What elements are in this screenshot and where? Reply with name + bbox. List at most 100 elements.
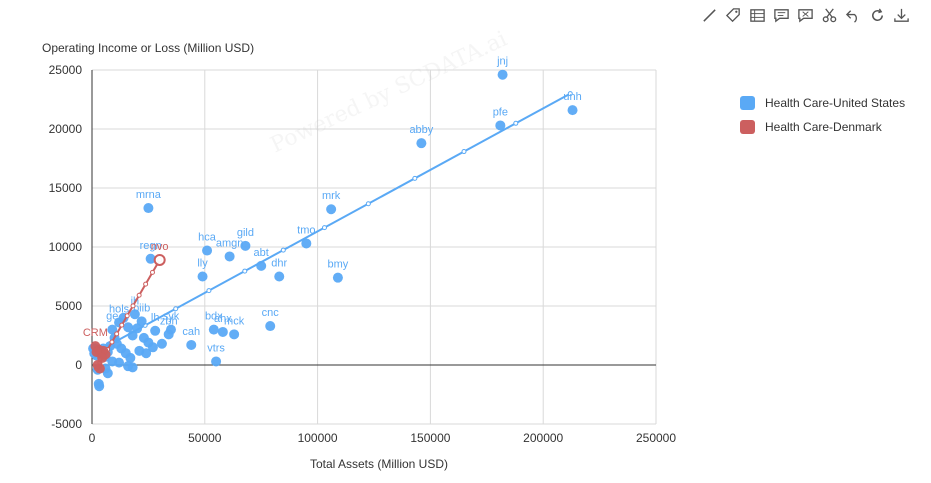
trend-line-0 <box>91 92 571 356</box>
data-point <box>94 381 105 392</box>
data-label: lh <box>151 312 160 324</box>
data-label: bdx <box>205 311 223 323</box>
undo-icon[interactable] <box>844 6 863 25</box>
data-point <box>141 348 152 359</box>
data-point <box>332 272 343 283</box>
trend-marker <box>149 269 155 275</box>
data-point <box>416 138 427 149</box>
x-tick-label: 100000 <box>298 431 338 445</box>
data-point <box>229 329 240 340</box>
data-point <box>97 352 108 363</box>
data-label: hols <box>109 304 130 316</box>
y-tick-label: 10000 <box>49 240 83 254</box>
y-tick-label: 5000 <box>55 299 82 313</box>
data-point <box>125 352 136 363</box>
legend-item-united-states[interactable]: Health Care-United States <box>740 91 905 115</box>
data-point <box>256 260 267 271</box>
x-tick-label: 50000 <box>188 431 222 445</box>
y-tick-label: -5000 <box>51 417 82 431</box>
trend-marker <box>567 91 573 97</box>
comment-icon[interactable] <box>772 6 791 25</box>
data-label: abby <box>409 124 433 136</box>
trend-marker <box>206 288 212 294</box>
data-label: unh <box>563 91 581 103</box>
scissors-icon[interactable] <box>820 6 839 25</box>
y-tick-label: 20000 <box>49 122 83 136</box>
data-label: abt <box>254 247 269 259</box>
data-label: mrna <box>136 189 162 201</box>
line-icon[interactable] <box>700 6 719 25</box>
data-label: jnj <box>496 56 508 68</box>
x-tick-label: 0 <box>89 431 96 445</box>
data-point <box>129 309 140 320</box>
legend-label-united-states: Health Care-United States <box>765 96 906 110</box>
tag-icon[interactable] <box>724 6 743 25</box>
data-point <box>127 330 138 341</box>
x-tick-label: 200000 <box>523 431 563 445</box>
chart-toolbar <box>700 6 911 25</box>
refresh-icon[interactable] <box>868 6 887 25</box>
trend-marker <box>461 149 467 155</box>
trend-marker <box>365 201 371 207</box>
data-point <box>197 271 208 282</box>
data-point <box>211 356 222 367</box>
y-axis-title: Operating Income or Loss (Million USD) <box>42 41 254 55</box>
data-label: regn <box>140 240 162 252</box>
data-point <box>123 322 134 333</box>
data-point <box>208 324 219 335</box>
data-point <box>326 204 337 215</box>
data-point <box>217 326 228 337</box>
data-label: pfe <box>493 106 508 118</box>
x-axis-title: Total Assets (Million USD) <box>310 457 448 471</box>
data-label: vtrs <box>207 342 225 354</box>
trend-marker <box>280 247 286 253</box>
x-tick-label: 250000 <box>636 431 676 445</box>
data-point <box>186 339 197 350</box>
data-point <box>132 323 143 334</box>
data-label: tmo <box>297 224 315 236</box>
data-point <box>143 203 154 214</box>
data-label: mck <box>224 315 245 327</box>
data-label: amgn <box>216 237 244 249</box>
legend-item-denmark[interactable]: Health Care-Denmark <box>740 115 905 139</box>
data-point <box>94 363 105 374</box>
trend-marker <box>242 268 248 274</box>
download-icon[interactable] <box>892 6 911 25</box>
x-tick-label: 150000 <box>410 431 450 445</box>
data-label: nvo <box>151 241 169 253</box>
y-tick-label: 0 <box>75 358 82 372</box>
data-label: ahx <box>214 313 232 325</box>
data-point <box>107 324 118 335</box>
data-point <box>224 251 235 262</box>
data-label: hca <box>198 232 217 244</box>
data-label: cah <box>182 326 200 338</box>
data-point <box>136 316 147 327</box>
trend-marker <box>119 322 125 328</box>
trend-marker <box>143 281 149 287</box>
trend-marker <box>136 292 142 298</box>
data-label: bmy <box>328 259 349 271</box>
legend: Health Care-United States Health Care-De… <box>740 91 905 139</box>
data-label: gild <box>237 227 254 239</box>
trend-marker <box>109 339 115 345</box>
trend-marker <box>124 313 130 319</box>
data-point <box>150 325 161 336</box>
data-point <box>156 338 167 349</box>
data-point <box>102 368 113 379</box>
trend-marker <box>412 175 418 181</box>
data-point <box>163 329 174 340</box>
data-label: dhr <box>271 258 287 270</box>
data-label: syk <box>163 311 180 323</box>
data-point <box>567 105 578 116</box>
legend-swatch-united-states <box>740 96 755 110</box>
data-label: mrk <box>322 190 341 202</box>
data-label: cnc <box>262 307 280 319</box>
trend-marker <box>173 306 179 312</box>
data-label: CRM <box>83 327 108 339</box>
data-point <box>497 69 508 80</box>
comment-remove-icon[interactable] <box>796 6 815 25</box>
data-label: zbh <box>160 315 178 327</box>
table-icon[interactable] <box>748 6 767 25</box>
data-point <box>265 321 276 332</box>
